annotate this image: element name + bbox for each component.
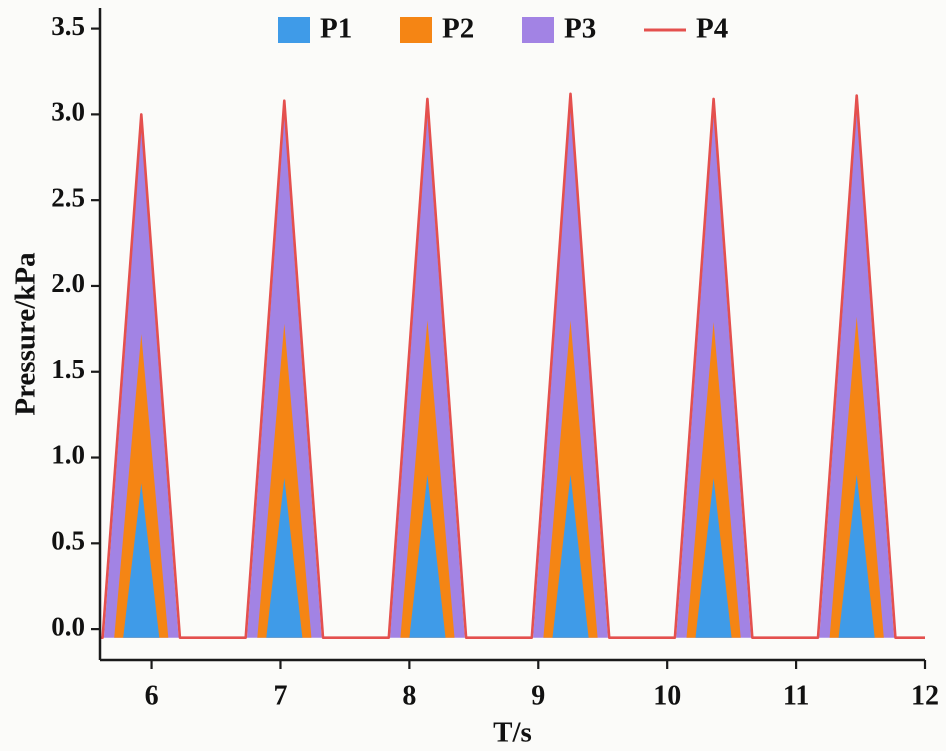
x-tick-label: 10 bbox=[653, 680, 681, 711]
x-tick-label: 9 bbox=[531, 680, 545, 711]
y-tick-label: 0.0 bbox=[51, 611, 85, 641]
legend-label-P4: P4 bbox=[696, 13, 728, 45]
legend-item-P3: P3 bbox=[522, 13, 596, 45]
series-P3-area bbox=[100, 105, 925, 638]
legend-swatch-P3 bbox=[522, 17, 554, 43]
x-tick-label: 6 bbox=[145, 680, 159, 711]
y-tick-label: 3.5 bbox=[51, 11, 85, 41]
legend-item-P2: P2 bbox=[400, 13, 474, 45]
legend-label-P1: P1 bbox=[320, 13, 352, 45]
legend-swatch-P2 bbox=[400, 17, 432, 43]
x-tick-label: 7 bbox=[273, 680, 287, 711]
chart-legend: P1 P2 P3 P4 bbox=[278, 13, 728, 45]
y-tick-label: 0.5 bbox=[51, 526, 85, 556]
x-axis-label: T/s bbox=[493, 717, 532, 749]
x-tick-label: 8 bbox=[402, 680, 416, 711]
y-tick-label: 3.0 bbox=[51, 97, 85, 127]
legend-item-P4: P4 bbox=[644, 13, 728, 45]
y-tick-label: 1.0 bbox=[51, 440, 85, 470]
x-tick-label: 11 bbox=[783, 680, 809, 711]
legend-item-P1: P1 bbox=[278, 13, 352, 45]
y-tick-label: 2.5 bbox=[51, 182, 85, 212]
series-P1-area bbox=[100, 474, 925, 638]
legend-label-P2: P2 bbox=[442, 13, 474, 45]
series-P4-line bbox=[100, 92, 925, 640]
series-P2-area bbox=[100, 316, 925, 638]
y-tick-label: 1.5 bbox=[51, 354, 85, 384]
legend-label-P3: P3 bbox=[564, 13, 596, 45]
y-tick-label: 2.0 bbox=[51, 268, 85, 298]
y-axis-label: Pressure/kPa bbox=[10, 252, 42, 416]
x-tick-label: 12 bbox=[911, 680, 939, 711]
legend-swatch-P1 bbox=[278, 17, 310, 43]
